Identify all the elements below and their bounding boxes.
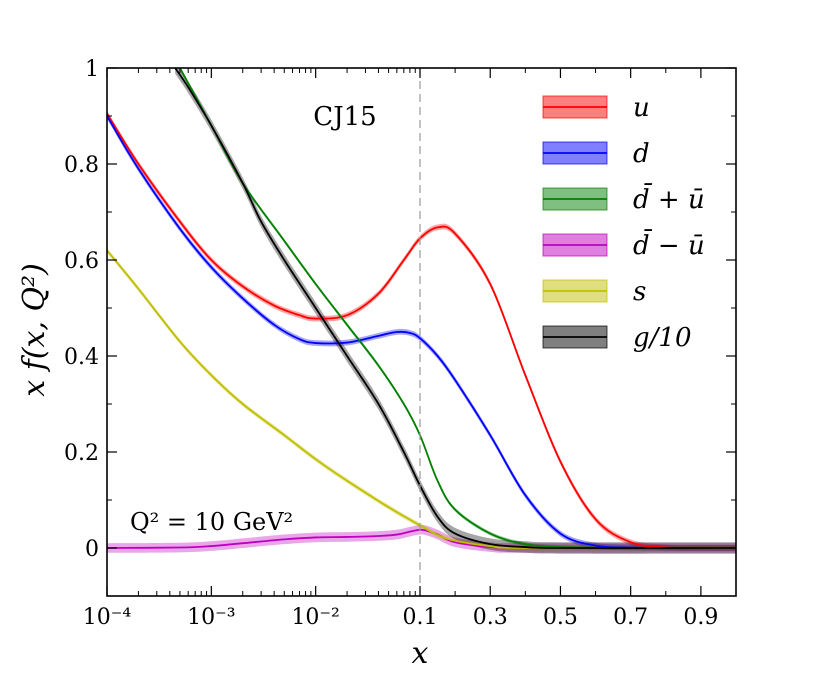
x-tick-label: 0.7	[613, 605, 648, 630]
axis-ticks: 0 0.2 0.4 0.6 0.8 1 10⁻⁴ 10⁻³ 10⁻² 0.1 0.3 0.5 0.7 0.…	[64, 57, 737, 630]
y-tick-label: 1	[85, 57, 99, 82]
x-tick-label: 10⁻²	[291, 605, 339, 630]
x-tick-label: 0.3	[473, 605, 508, 630]
y-axis-label: x f(x, Q²)	[17, 263, 52, 397]
curve-s	[107, 249, 736, 550]
y-tick-label: 0.4	[64, 345, 99, 370]
chart-title: CJ15	[313, 102, 376, 132]
curve-d	[107, 115, 736, 549]
x-tick-label: 10⁻³	[187, 605, 235, 630]
band-dbar_minus_ubar	[107, 524, 736, 553]
curve-dbar_plus_ubar	[179, 68, 736, 549]
x-tick-label: 0.1	[403, 605, 438, 630]
legend-label-s: s	[633, 277, 646, 307]
legend-item-s: s	[542, 277, 646, 307]
q2-annotation: Q² = 10 GeV²	[130, 508, 293, 536]
legend-label-d: d	[633, 139, 650, 169]
x-tick-label: 0.5	[543, 605, 578, 630]
x-axis-label: x	[412, 636, 429, 671]
legend-label-dbar_minus_ubar: d̄ − ū	[633, 228, 705, 261]
curve-g_over_10	[174, 68, 736, 549]
legend-label-dbar_plus_ubar: d̄ + ū	[633, 182, 705, 215]
curve-dbar_minus_ubar	[107, 528, 736, 549]
legend-label-u: u	[633, 93, 650, 123]
x-tick-label: 0.9	[683, 605, 718, 630]
y-tick-label: 0.6	[64, 249, 99, 274]
plot-frame	[106, 67, 737, 597]
y-tick-label: 0	[85, 537, 99, 562]
legend-item-dbar_plus_ubar: d̄ + ū	[542, 182, 705, 215]
y-tick-label: 0.8	[64, 153, 99, 178]
legend: ud d̄ + ū d̄ − ū s g/10	[542, 93, 705, 353]
legend-item-dbar_minus_ubar: d̄ − ū	[542, 228, 705, 261]
legend-label-g_over_10: g/10	[633, 323, 692, 353]
plot-background	[107, 68, 736, 596]
x-tick-label: 10⁻⁴	[83, 605, 132, 630]
legend-item-d: d	[542, 139, 650, 169]
y-tick-label: 0.2	[64, 441, 99, 466]
uncertainty-bands	[107, 68, 736, 554]
curves	[107, 68, 736, 550]
legend-item-u: u	[542, 93, 650, 123]
legend-item-g_over_10: g/10	[542, 323, 692, 353]
curve-u	[107, 113, 736, 549]
